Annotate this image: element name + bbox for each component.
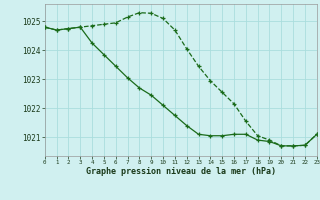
X-axis label: Graphe pression niveau de la mer (hPa): Graphe pression niveau de la mer (hPa) [86,167,276,176]
